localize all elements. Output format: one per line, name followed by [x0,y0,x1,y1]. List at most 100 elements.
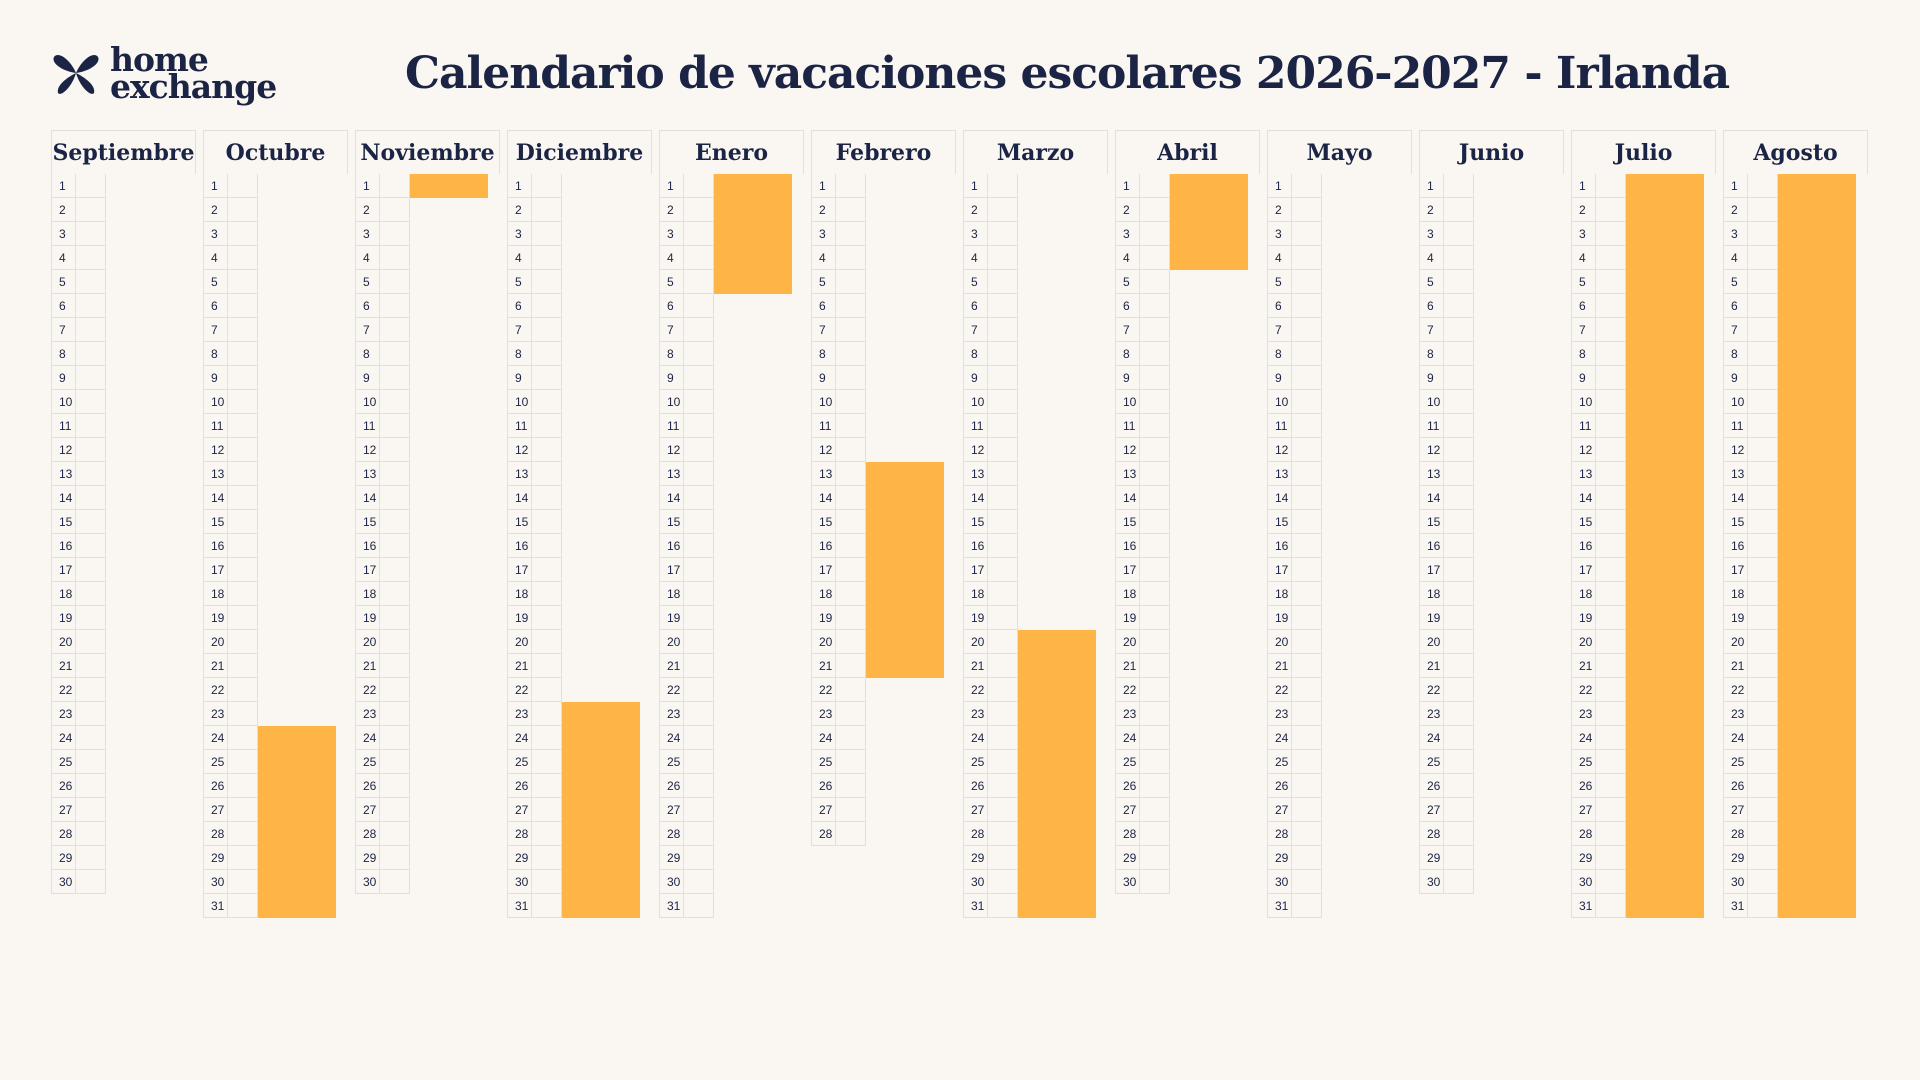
day-cell [684,630,714,654]
day-number: 29 [51,846,76,870]
day-row: 16 [51,534,106,558]
day-number: 7 [1571,318,1596,342]
day-row: 24 [1723,726,1778,750]
day-row: 5 [1115,270,1170,294]
day-list: 1 2 3 4 5 6 7 8 9 10 11 12 13 14 15 16 17 18 19 20 21 22 23 24 2… [659,174,804,918]
day-cell [380,846,410,870]
day-cell [380,750,410,774]
day-cell [1596,678,1626,702]
day-row: 12 [963,438,1018,462]
day-number: 11 [963,414,988,438]
day-number: 8 [203,342,228,366]
day-cell [1292,726,1322,750]
day-number: 9 [1267,366,1292,390]
day-number: 29 [1267,846,1292,870]
day-number: 23 [1723,702,1748,726]
day-row: 3 [811,222,866,246]
day-cell [228,870,258,894]
day-number: 27 [1723,798,1748,822]
day-row: 8 [203,342,258,366]
day-number: 4 [355,246,380,270]
day-number: 17 [1419,558,1444,582]
day-number: 2 [1267,198,1292,222]
day-row: 10 [963,390,1018,414]
day-number: 16 [507,534,532,558]
day-number: 14 [1419,486,1444,510]
day-cell [988,342,1018,366]
day-cell [228,822,258,846]
day-number: 22 [1267,678,1292,702]
day-row: 31 [203,894,258,918]
day-number: 9 [1115,366,1140,390]
day-number: 6 [355,294,380,318]
day-cell [1748,390,1778,414]
day-number: 14 [507,486,532,510]
day-number: 3 [355,222,380,246]
day-number: 26 [1723,774,1748,798]
month-column: Julio 1 2 3 4 5 6 7 8 9 10 11 12 13 14 15 16 17 18 19 20 21 22… [1571,130,1716,918]
day-number: 13 [507,462,532,486]
day-number: 22 [355,678,380,702]
day-cell [1596,582,1626,606]
day-list: 1 2 3 4 5 6 7 8 9 10 11 12 13 14 15 16 17 18 19 20 21 22 23 24 2… [1115,174,1260,894]
day-cell [380,654,410,678]
day-cell [532,654,562,678]
day-cell [684,198,714,222]
day-row: 19 [963,606,1018,630]
day-cell [1140,654,1170,678]
day-cell [228,390,258,414]
day-number: 7 [659,318,684,342]
day-number: 23 [659,702,684,726]
day-row: 27 [1571,798,1626,822]
day-number: 8 [1571,342,1596,366]
day-cell [76,750,106,774]
day-cell [1140,246,1170,270]
day-row: 2 [1115,198,1170,222]
day-number: 19 [811,606,836,630]
day-row: 14 [1723,486,1778,510]
day-row: 31 [1571,894,1626,918]
day-row: 7 [203,318,258,342]
day-row: 9 [659,366,714,390]
day-row: 21 [659,654,714,678]
day-number: 12 [1115,438,1140,462]
day-number: 11 [1267,414,1292,438]
day-number: 17 [507,558,532,582]
day-number: 15 [51,510,76,534]
day-row: 8 [1419,342,1474,366]
day-cell [532,438,562,462]
day-row: 7 [963,318,1018,342]
day-cell [836,558,866,582]
day-cell [1140,702,1170,726]
day-row: 30 [507,870,562,894]
day-cell [228,798,258,822]
day-number: 14 [51,486,76,510]
day-number: 24 [203,726,228,750]
day-cell [380,222,410,246]
day-cell [1596,750,1626,774]
day-number: 22 [203,678,228,702]
day-number: 18 [355,582,380,606]
day-number: 15 [963,510,988,534]
day-row: 10 [203,390,258,414]
day-number: 18 [507,582,532,606]
day-cell [1596,462,1626,486]
day-row: 18 [1571,582,1626,606]
day-row: 26 [1115,774,1170,798]
day-cell [684,846,714,870]
day-number: 15 [203,510,228,534]
day-cell [988,750,1018,774]
day-cell [380,390,410,414]
day-cell [380,342,410,366]
day-row: 25 [1723,750,1778,774]
day-row: 5 [203,270,258,294]
day-number: 17 [51,558,76,582]
day-row: 20 [1571,630,1626,654]
day-number: 18 [1723,582,1748,606]
day-row: 11 [811,414,866,438]
day-cell [76,534,106,558]
day-row: 28 [1571,822,1626,846]
day-number: 5 [811,270,836,294]
day-row: 17 [203,558,258,582]
day-row: 28 [1419,822,1474,846]
